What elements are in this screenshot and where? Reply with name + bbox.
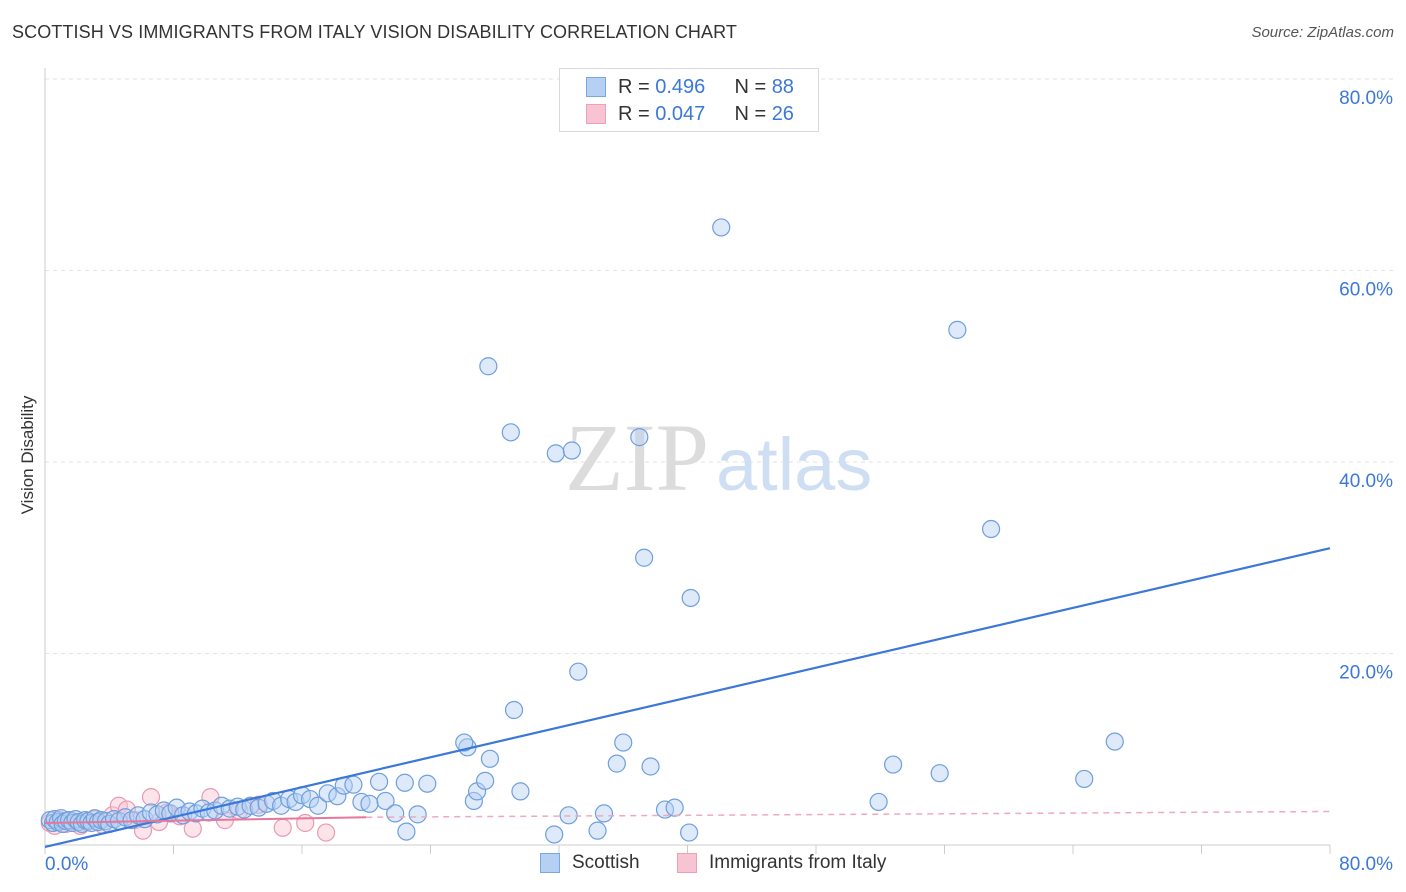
scottish-point — [370, 772, 389, 791]
scottish-point — [376, 791, 395, 811]
n-value: 26 — [771, 103, 794, 125]
n-value: 88 — [771, 76, 794, 98]
scottish-point — [308, 796, 328, 815]
n-label: N = — [734, 76, 772, 98]
r-label: R = — [618, 103, 656, 125]
n-label: N = — [734, 103, 772, 125]
legend-label-scottish: Scottish — [572, 852, 640, 873]
italy-point — [316, 823, 336, 842]
axes — [44, 68, 1331, 854]
y-tick-label: 40.0% — [1339, 471, 1393, 492]
scottish-point — [594, 804, 614, 823]
scottish-point — [501, 423, 520, 442]
scottish-point — [681, 588, 700, 608]
legend-label-italy: Immigrants from Italy — [709, 852, 887, 873]
scottish-point — [665, 798, 684, 817]
scottish-point — [869, 792, 888, 812]
scottish-point — [386, 804, 405, 823]
scottish-point — [641, 757, 660, 776]
scottish-point — [479, 357, 498, 376]
scottish-point — [476, 771, 495, 790]
scottish-point — [504, 700, 524, 720]
y-tick-label: 60.0% — [1339, 280, 1393, 301]
x-tick-label: 80.0% — [1339, 854, 1393, 875]
scottish-point — [1105, 732, 1124, 751]
scottish-point — [397, 822, 416, 841]
watermark-atlas: atlas — [716, 423, 872, 506]
scottish-point — [630, 428, 649, 447]
scottish-point — [1075, 769, 1094, 789]
scottish-point — [607, 754, 626, 773]
scottish-points — [40, 218, 1124, 844]
source-credit: Source: ZipAtlas.com — [1251, 24, 1394, 41]
italy-trend-line — [44, 816, 367, 824]
scottish-point — [328, 787, 347, 806]
italy-point — [296, 813, 315, 833]
scottish-swatch — [586, 77, 606, 97]
scottish-point — [635, 548, 654, 567]
r-value: 0.496 — [655, 76, 706, 98]
scottish-point — [883, 755, 903, 774]
watermark-zip: ZIP — [565, 404, 709, 511]
watermark: ZIP atlas — [565, 404, 872, 511]
scottish-point — [344, 775, 363, 794]
scottish-point — [408, 805, 427, 824]
y-tick-label: 80.0% — [1339, 88, 1393, 109]
trend-lines — [44, 547, 1331, 848]
y-tick-label: 20.0% — [1339, 663, 1393, 684]
scottish-point — [511, 782, 530, 801]
scottish-trend-line — [44, 547, 1331, 848]
scottish-point — [395, 773, 414, 792]
scottish-point — [455, 733, 474, 752]
italy-point — [141, 788, 161, 807]
scottish-point — [948, 320, 967, 339]
scottish-point — [418, 774, 437, 793]
scottish-point — [360, 794, 379, 813]
scottish-point — [569, 662, 588, 681]
r-value: 0.047 — [655, 103, 706, 125]
scottish-point — [562, 441, 581, 460]
scottish-point — [712, 218, 731, 237]
r-label: R = — [618, 76, 656, 98]
gridlines — [45, 78, 1395, 654]
scottish-point — [680, 823, 699, 842]
scottish-point — [981, 519, 1001, 539]
italy-trend-extension — [366, 810, 1331, 818]
scottish-point — [545, 825, 564, 844]
scottish-swatch — [540, 853, 560, 873]
italy-swatch — [677, 853, 697, 873]
scottish-point — [546, 444, 565, 463]
scottish-point — [588, 821, 607, 840]
scottish-point — [286, 792, 305, 812]
tick-labels: 20.0% 40.0% 60.0% 80.0% 0.0% 80.0% — [45, 88, 1393, 875]
scottish-point — [614, 733, 633, 752]
scottish-point — [480, 749, 500, 768]
scottish-point — [464, 791, 483, 811]
chart-title: SCOTTISH VS IMMIGRANTS FROM ITALY VISION… — [12, 22, 738, 42]
scottish-point — [930, 764, 949, 783]
correlation-legend: R = 0.496 N = 88 R = 0.047 N = 26 — [559, 68, 819, 132]
italy-point — [273, 818, 292, 837]
x-tick-label: 0.0% — [45, 854, 88, 875]
italy-swatch — [586, 104, 606, 124]
